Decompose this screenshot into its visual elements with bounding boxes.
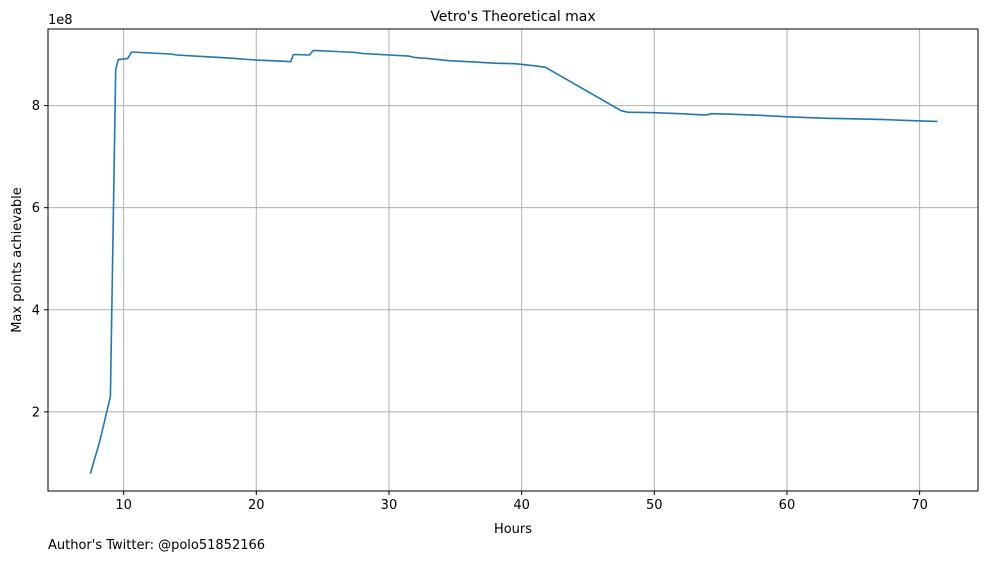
y-tick-label: 4 — [32, 303, 40, 318]
chart-title: Vetro's Theoretical max — [430, 9, 595, 25]
x-tick-label: 40 — [513, 498, 530, 513]
author-credit: Author's Twitter: @polo51852166 — [48, 538, 266, 553]
ticks: 10 20 30 40 50 60 70 2 4 6 8 — [32, 99, 928, 513]
x-tick-label: 50 — [646, 498, 663, 513]
x-tick-label: 20 — [248, 498, 265, 513]
series-line — [89, 49, 938, 474]
x-tick-label: 30 — [381, 498, 398, 513]
x-tick-label: 60 — [779, 498, 796, 513]
y-axis-label: Max points achievable — [10, 187, 25, 333]
grid — [48, 29, 978, 491]
x-axis-label: Hours — [494, 522, 532, 537]
y-offset-text: 1e8 — [48, 13, 73, 28]
series-layer — [89, 49, 938, 474]
x-tick-label: 70 — [911, 498, 928, 513]
axes-frame — [47, 28, 979, 492]
y-tick-label: 6 — [32, 201, 40, 216]
y-tick-label: 8 — [32, 99, 40, 114]
y-tick-label: 2 — [32, 405, 40, 420]
x-tick-label: 10 — [115, 498, 132, 513]
